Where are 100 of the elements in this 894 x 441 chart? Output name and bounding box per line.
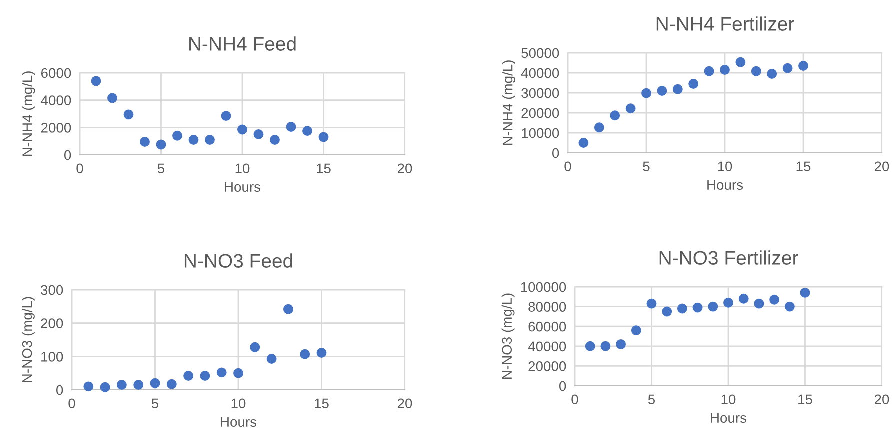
x-axis-title: Hours (221, 417, 257, 428)
y-tick-label: 100 (42, 352, 64, 362)
y-tick-label: 50000 (522, 48, 560, 58)
point (704, 66, 714, 76)
y-tick-label: 0 (64, 150, 72, 160)
point (234, 368, 244, 378)
x-tick-label: 20 (874, 162, 890, 172)
point (578, 138, 589, 148)
y-tick-label: 40000 (528, 342, 566, 352)
y-tick-label: 60000 (528, 322, 566, 332)
y-tick-label: 100000 (521, 282, 566, 292)
point (736, 57, 746, 68)
point (688, 79, 699, 89)
y-axis-title: N-NH4 (mg/L) (22, 72, 36, 156)
x-tick-label: 15 (317, 164, 331, 174)
y-tick-label: 40000 (521, 68, 560, 78)
y-tick-label: 2000 (41, 123, 72, 133)
point (270, 134, 280, 145)
point (724, 298, 734, 308)
x-tick-label: 10 (236, 164, 250, 174)
y-tick-label: 0 (559, 381, 566, 392)
point (720, 65, 730, 75)
point (302, 126, 312, 136)
point (672, 84, 683, 94)
point (286, 122, 296, 132)
y-tick-label: 300 (41, 285, 64, 296)
point (124, 110, 134, 120)
point (631, 326, 642, 336)
x-tick-label: 0 (572, 394, 578, 405)
point (585, 341, 596, 352)
x-tick-label: 10 (718, 162, 732, 172)
point (316, 348, 327, 358)
y-tick-label: 4000 (41, 96, 72, 106)
x-tick-label: 15 (796, 162, 811, 172)
y-tick-label: 20000 (522, 108, 560, 118)
x-tick-label: 5 (158, 164, 165, 174)
point (188, 134, 199, 145)
y-axis-title: N-NH4 (mg/L) (502, 60, 516, 146)
point (318, 132, 329, 142)
point (150, 378, 160, 388)
point (91, 76, 102, 86)
y-tick-label: 10000 (522, 128, 560, 138)
x-axis-title: Hours (711, 413, 747, 424)
point (266, 354, 277, 364)
x-tick-label: 10 (232, 398, 246, 409)
point (751, 66, 762, 76)
y-tick-label: 200 (41, 318, 64, 329)
x-tick-label: 5 (648, 394, 656, 405)
point (770, 294, 780, 305)
y-tick-label: 20000 (528, 362, 566, 372)
x-axis-title: Hours (225, 182, 261, 192)
y-tick-label: 30000 (522, 88, 560, 98)
x-tick-label: 5 (152, 398, 159, 409)
point (594, 122, 604, 133)
point (642, 88, 652, 98)
point (798, 61, 808, 71)
point (800, 288, 810, 298)
point (692, 302, 703, 313)
point (221, 111, 232, 122)
point (134, 380, 144, 390)
x-tick-label: 15 (798, 394, 812, 405)
x-tick-label: 20 (874, 394, 890, 405)
point (600, 341, 611, 352)
point (166, 379, 177, 390)
point (254, 130, 264, 140)
y-tick-label: 0 (552, 148, 560, 158)
point (200, 371, 210, 381)
point (610, 110, 620, 121)
chart-title: N-NO3 Feed (184, 254, 292, 268)
chart-title: N-NH4 Feed (190, 36, 296, 51)
point (784, 302, 795, 312)
y-axis-title: N-NO3 (mg/L) (22, 297, 35, 382)
point (738, 294, 749, 304)
point (250, 342, 260, 352)
x-axis-title: Hours (708, 180, 744, 190)
point (754, 298, 764, 309)
point (662, 306, 672, 317)
point (646, 298, 657, 309)
point (767, 69, 778, 79)
point (84, 382, 94, 392)
point (184, 371, 194, 381)
point (708, 302, 718, 312)
point (172, 130, 182, 141)
x-tick-label: 0 (76, 164, 84, 174)
point (108, 93, 118, 104)
x-tick-label: 20 (398, 398, 412, 409)
point (205, 134, 215, 145)
point (616, 339, 626, 350)
point (140, 137, 150, 147)
chart-title: N-NO3 Fertilizer (660, 250, 798, 265)
x-tick-label: 15 (315, 398, 329, 409)
point (300, 349, 310, 360)
point (216, 368, 227, 378)
y-tick-label: 6000 (41, 68, 72, 78)
point (677, 304, 688, 314)
y-tick-label: 80000 (528, 302, 566, 312)
point (116, 380, 127, 390)
point (100, 382, 110, 392)
point (156, 140, 166, 150)
y-axis-title: N-NO3 (mg/L) (502, 294, 515, 379)
